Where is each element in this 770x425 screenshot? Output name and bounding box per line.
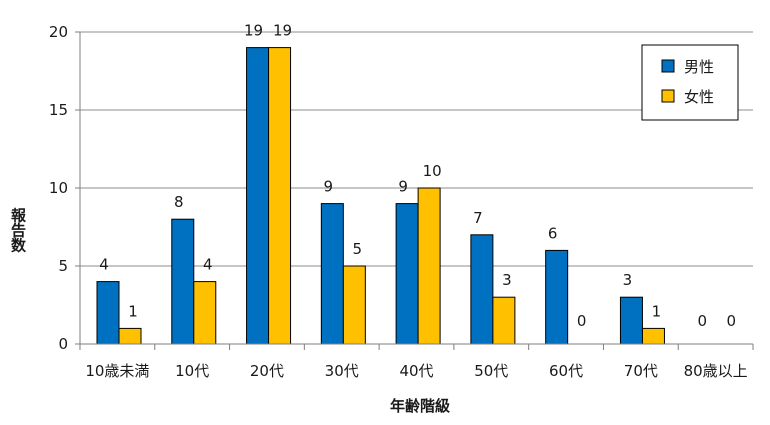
data-label: 0	[726, 312, 736, 330]
legend-label: 女性	[684, 88, 714, 106]
y-tick-label: 15	[49, 101, 68, 119]
data-label: 1	[128, 302, 138, 320]
x-tick-label: 50代	[474, 362, 508, 380]
x-tick-label: 60代	[549, 362, 583, 380]
data-label: 5	[353, 240, 363, 258]
y-tick-label: 0	[58, 335, 68, 353]
data-label: 7	[473, 209, 483, 227]
x-tick-label: 40代	[399, 362, 433, 380]
bar-male	[395, 203, 419, 345]
bar-male	[96, 281, 120, 345]
data-label: 6	[548, 224, 558, 242]
bar-male	[171, 218, 195, 345]
data-label: 19	[244, 22, 263, 40]
y-tick-label: 20	[49, 23, 68, 41]
data-label: 0	[577, 312, 587, 330]
bar-male	[320, 203, 344, 345]
bar-female	[268, 47, 292, 345]
data-label: 19	[273, 22, 292, 40]
data-label: 10	[423, 162, 442, 180]
data-label: 9	[324, 178, 334, 196]
y-tick-label: 10	[49, 179, 68, 197]
data-label: 4	[99, 256, 109, 274]
x-tick-label: 80歳以上	[684, 362, 748, 380]
bar-male	[545, 249, 569, 345]
bars	[96, 47, 665, 345]
bar-male	[619, 296, 643, 345]
bar-female	[193, 281, 217, 345]
data-label: 3	[502, 271, 512, 289]
legend-swatch	[661, 89, 675, 103]
y-tick-label: 5	[58, 257, 68, 275]
legend-label: 男性	[684, 58, 714, 76]
legend-swatch	[661, 59, 675, 73]
data-label: 9	[398, 178, 408, 196]
data-label: 3	[623, 271, 633, 289]
x-tick-label: 10代	[175, 362, 209, 380]
bar-male	[470, 234, 494, 345]
x-tick-label: 10歳未満	[85, 362, 149, 380]
bar-female	[342, 265, 366, 345]
bar-male	[246, 47, 270, 345]
bar-female	[492, 296, 516, 345]
x-tick-label: 20代	[250, 362, 284, 380]
x-tick-label: 30代	[325, 362, 359, 380]
bar-female	[417, 187, 441, 345]
bar-female	[641, 327, 665, 345]
y-axis-title: 報告数	[9, 207, 27, 254]
data-label: 4	[203, 256, 213, 274]
data-label: 8	[174, 193, 184, 211]
x-axis-title: 年齢階級	[390, 397, 450, 415]
legend-box	[641, 44, 739, 121]
data-label: 1	[652, 302, 662, 320]
x-tick-label: 70代	[624, 362, 658, 380]
data-label: 0	[697, 312, 707, 330]
bar-female	[118, 327, 142, 345]
